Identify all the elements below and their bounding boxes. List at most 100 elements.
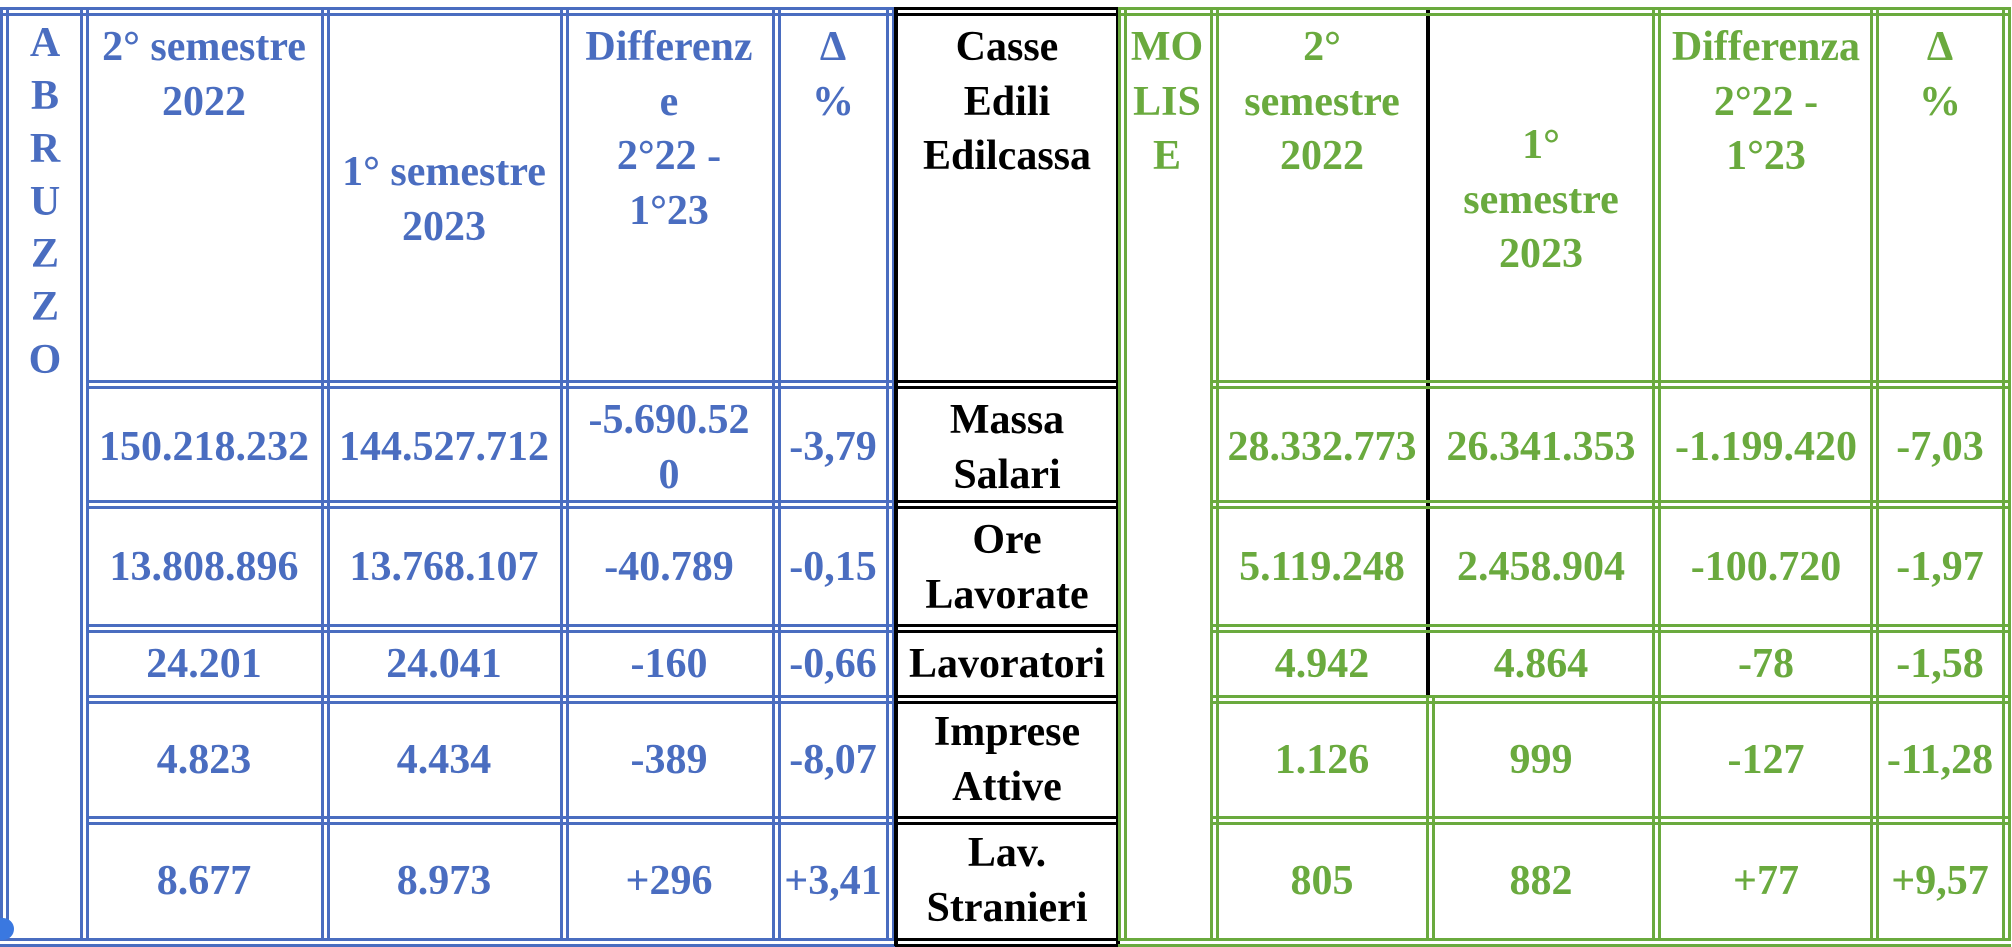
table-rule	[895, 816, 1118, 819]
molise-cell: +77	[1733, 857, 1799, 904]
table-rule	[1210, 380, 2011, 383]
abruzzo-header-difference: Differenz e 2°22 - 1°23	[585, 24, 753, 234]
table-rule	[1870, 7, 1873, 938]
table-rule	[2002, 7, 2005, 938]
table-rule	[895, 7, 1118, 10]
table-rule	[1210, 701, 2011, 704]
abruzzo-cell: 150.218.232	[99, 424, 309, 471]
table-rule	[895, 13, 1118, 16]
region-label-abruzzo: A B R U Z Z O	[6, 20, 84, 383]
table-rule	[1876, 7, 1879, 938]
table-rule	[1210, 630, 2011, 633]
table-rule	[88, 506, 895, 509]
table-rule	[892, 7, 895, 938]
table-rule	[1652, 7, 1655, 938]
table-rule	[327, 7, 330, 938]
abruzzo-header-sem2-2022: 2° semestre 2022	[102, 24, 306, 125]
region-letter: B	[30, 72, 59, 119]
abruzzo-cell: 4.823	[156, 736, 252, 783]
molise-header-difference: Differenza 2°22 - 1°23	[1671, 24, 1861, 180]
molise-cell: 2.458.904	[1457, 544, 1625, 591]
corner-dot	[0, 918, 14, 940]
molise-cell: 4.864	[1493, 640, 1589, 687]
molise-header-sem1-2023: 1° semestre 2023	[1463, 122, 1619, 278]
molise-cell: -11,28	[1886, 736, 1994, 783]
molise-cell: -78	[1738, 640, 1794, 687]
table-rule	[1426, 7, 1430, 697]
table-rule	[1658, 7, 1661, 938]
table-rule	[1216, 7, 1219, 938]
table-rule	[86, 7, 89, 938]
table-rule	[88, 695, 895, 698]
table-rule	[88, 386, 895, 389]
region-letter: O	[28, 337, 62, 384]
abruzzo-cell: -40.789	[604, 544, 734, 591]
table-rule	[895, 944, 1118, 947]
molise-cell: -1,97	[1896, 544, 1984, 591]
table-rule	[88, 624, 895, 627]
molise-header-delta-percent: Δ %	[1919, 24, 1961, 125]
table-rule	[0, 7, 3, 938]
table-rule	[88, 816, 895, 819]
table-rule	[6, 7, 9, 938]
table-rule	[895, 624, 1118, 627]
table-rule	[566, 7, 569, 938]
table-rule	[1210, 695, 2011, 698]
molise-header-sem2-2022: 2° semestre 2022	[1244, 24, 1400, 180]
abruzzo-header-delta-percent: Δ %	[812, 24, 854, 125]
table-rule	[1118, 944, 2011, 947]
table-rule	[895, 380, 1118, 383]
abruzzo-cell: -0,66	[789, 640, 877, 687]
row-label-lavoratori: Lavoratori	[909, 640, 1105, 687]
table-rule	[1210, 624, 2011, 627]
molise-cell: +9,57	[1891, 857, 1989, 904]
table-rule	[1210, 816, 2011, 819]
table-rule	[778, 7, 781, 938]
center-header-casse-edili: Casse Edili Edilcassa	[922, 24, 1092, 180]
table-rule	[0, 938, 895, 941]
table-rule	[895, 695, 1118, 698]
abruzzo-cell: -5.690.52 0	[588, 396, 750, 498]
table-rule	[88, 380, 895, 383]
table-rule	[1210, 506, 2011, 509]
molise-cell: 1.126	[1274, 736, 1370, 783]
table-rule	[88, 701, 895, 704]
table-rule	[1210, 500, 2011, 503]
table-rule	[886, 7, 889, 938]
table-rule	[1118, 13, 2011, 16]
region-letter: Z	[30, 284, 59, 331]
table-rule	[1124, 7, 1127, 938]
table-rule	[1118, 7, 1121, 938]
abruzzo-cell: 144.527.712	[339, 424, 549, 471]
abruzzo-cell: 13.768.107	[349, 544, 539, 591]
table-rule	[895, 938, 1118, 941]
table-rule	[2008, 7, 2011, 938]
region-letter: A	[29, 19, 61, 66]
table-rule	[0, 944, 895, 947]
abruzzo-cell: 8.677	[156, 857, 252, 904]
table-rule	[1210, 7, 1213, 938]
molise-cell: -1,58	[1896, 640, 1984, 687]
abruzzo-cell: -0,15	[789, 544, 877, 591]
abruzzo-cell: 8.973	[396, 857, 492, 904]
table-rule	[895, 500, 1118, 503]
molise-cell: -7,03	[1896, 424, 1984, 471]
molise-cell: -100.720	[1690, 544, 1842, 591]
molise-cell: 4.942	[1274, 640, 1370, 687]
table-rule	[321, 7, 324, 938]
table-rule	[1210, 386, 2011, 389]
abruzzo-cell: 24.041	[386, 640, 502, 687]
abruzzo-cell: -389	[630, 736, 708, 783]
table-rule	[895, 630, 1118, 633]
molise-cell: 999	[1509, 736, 1573, 783]
table-rule	[0, 7, 895, 10]
abruzzo-cell: 13.808.896	[109, 544, 299, 591]
abruzzo-cell: 24.201	[146, 640, 262, 687]
molise-cell: 26.341.353	[1446, 424, 1636, 471]
table-rule	[895, 701, 1118, 704]
table-rule	[1118, 7, 2011, 10]
row-label-massa-salari: Massa Salari	[949, 396, 1065, 498]
abruzzo-cell: -3,79	[789, 424, 877, 471]
molise-cell: -127	[1727, 736, 1805, 783]
table-rule	[895, 506, 1118, 509]
